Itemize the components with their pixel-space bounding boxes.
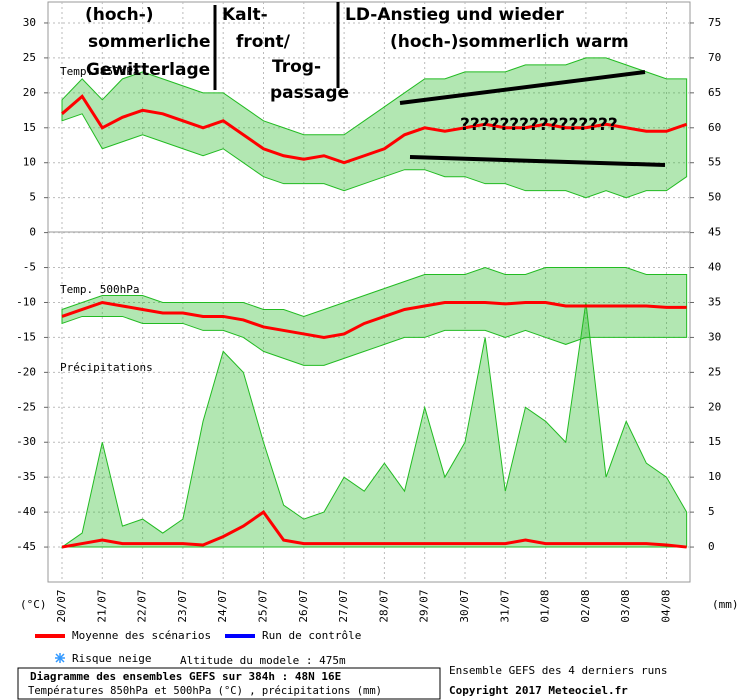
- mean-line: [61, 300, 687, 339]
- annotation: (hoch-): [85, 5, 154, 25]
- y2-tick-label: 40: [708, 261, 721, 274]
- footer-runs: Ensemble GEFS des 4 derniers runs: [449, 664, 668, 677]
- label-precip: Précipitations: [60, 361, 153, 374]
- trend-line: [399, 70, 646, 105]
- x-tick-label: 21/07: [95, 589, 108, 622]
- y-tick-label: 5: [29, 191, 36, 204]
- footer-copyright: Copyright 2017 Meteociel.fr: [449, 684, 628, 697]
- y2-tick-label: 60: [708, 121, 721, 134]
- y-tick-label: -5: [23, 261, 36, 274]
- y2-tick-label: 5: [708, 505, 715, 518]
- x-tick-label: 27/07: [337, 589, 350, 622]
- trend-line: [409, 155, 666, 167]
- y2-tick-label: 45: [708, 226, 721, 239]
- footer-title: Diagramme des ensembles GEFS sur 384h : …: [30, 670, 341, 683]
- y-axis-unit: (°C): [20, 598, 47, 611]
- y2-tick-label: 65: [708, 86, 721, 99]
- x-tick-label: 04/08: [660, 589, 673, 622]
- annotation: sommerliche: [88, 32, 211, 52]
- y-tick-label: 0: [29, 226, 36, 239]
- y2-tick-label: 10: [708, 470, 721, 483]
- x-tick-label: 22/07: [136, 589, 149, 622]
- annotation: ????????????????: [460, 115, 618, 135]
- y2-tick-label: 55: [708, 156, 721, 169]
- y-tick-label: 10: [23, 156, 36, 169]
- footer-box: [17, 667, 441, 700]
- y2-axis-unit: (mm): [712, 598, 739, 611]
- annotation: (hoch-)sommerlich warm: [390, 32, 629, 52]
- y2-tick-label: 50: [708, 191, 721, 204]
- annotation: Trog-: [272, 57, 321, 77]
- legend-label: Run de contrôle: [262, 629, 361, 642]
- x-tick-label: 30/07: [458, 589, 471, 622]
- legend-label: Moyenne des scénarios: [72, 629, 211, 642]
- x-tick-label: 01/08: [539, 589, 552, 622]
- footer-subtitle: Températures 850hPa et 500hPa (°C) , pré…: [28, 685, 382, 697]
- ensemble-spread: [60, 302, 688, 548]
- mean-line: [61, 94, 688, 165]
- x-tick-label: 20/07: [55, 589, 68, 622]
- y-tick-label: 20: [23, 86, 36, 99]
- y2-tick-label: 75: [708, 16, 721, 29]
- y-tick-label: -45: [16, 540, 36, 553]
- annotation: LD-Anstieg und wieder: [345, 5, 564, 25]
- label-500: Temp. 500hPa: [60, 283, 139, 296]
- x-tick-label: 24/07: [216, 589, 229, 622]
- x-tick-label: 28/07: [377, 589, 390, 622]
- label-850: Temp. 850hPa: [60, 65, 139, 78]
- annotation: passage: [270, 83, 349, 103]
- y2-tick-label: 35: [708, 295, 721, 308]
- plot-frame: [47, 1, 691, 583]
- y2-tick-label: 25: [708, 365, 721, 378]
- annotation: Gewitterlage: [86, 60, 210, 80]
- x-tick-label: 25/07: [257, 589, 270, 622]
- x-tick-label: 31/07: [498, 589, 511, 622]
- y-tick-label: -40: [16, 505, 36, 518]
- y2-tick-label: 15: [708, 435, 721, 448]
- plot: 302520151050-5-10-15-20-25-30-35-40-4575…: [16, 2, 721, 623]
- y-tick-label: -20: [16, 365, 36, 378]
- x-tick-label: 26/07: [297, 589, 310, 622]
- y2-tick-label: 20: [708, 400, 721, 413]
- x-tick-label: 02/08: [579, 589, 592, 622]
- snow-icon: [55, 653, 65, 663]
- snow-label: Risque neige: [72, 652, 151, 665]
- annotation: front/: [236, 32, 291, 52]
- y-tick-label: -10: [16, 295, 36, 308]
- x-tick-label: 29/07: [418, 589, 431, 622]
- y-tick-label: -35: [16, 470, 36, 483]
- y-tick-label: 15: [23, 121, 36, 134]
- y2-tick-label: 0: [708, 540, 715, 553]
- y-tick-label: -30: [16, 435, 36, 448]
- ensemble-spread: [61, 267, 688, 366]
- y-tick-label: -25: [16, 400, 36, 413]
- y-tick-label: -15: [16, 330, 36, 343]
- annotation: Kalt-: [222, 5, 268, 25]
- x-tick-label: 03/08: [619, 589, 632, 622]
- y-tick-label: 25: [23, 51, 36, 64]
- y-tick-label: 30: [23, 16, 36, 29]
- y2-tick-label: 70: [708, 51, 721, 64]
- y2-tick-label: 30: [708, 330, 721, 343]
- altitude: Altitude du modele : 475m: [180, 654, 346, 667]
- mean-line: [61, 510, 687, 549]
- x-tick-label: 23/07: [176, 589, 189, 622]
